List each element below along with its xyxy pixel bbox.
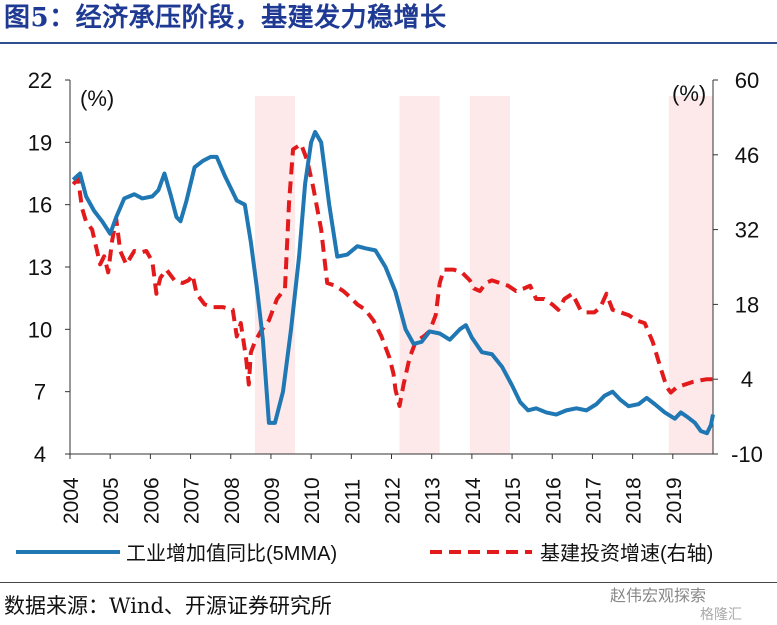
right-tick-label: -10	[731, 442, 763, 467]
left-tick-label: 19	[28, 130, 52, 155]
series-line-infrastructure	[71, 142, 713, 408]
right-tick-label: 18	[735, 292, 759, 317]
x-tick-label: 2010	[301, 477, 324, 524]
series-lines	[71, 129, 715, 436]
x-tick-label: 2009	[261, 477, 284, 524]
x-tick-label: 2004	[60, 477, 83, 524]
left-tick-label: 22	[28, 68, 52, 93]
x-tick-label: 2017	[582, 477, 605, 524]
line-chart: 4 7 10 13 16 19 22 -10 4 18 32 46 60 2004 2005 2006 2007…	[16, 68, 763, 565]
watermark-sub: 格隆汇	[700, 607, 742, 623]
left-tick-label: 13	[28, 255, 52, 280]
shaded-period-3	[668, 96, 713, 454]
legend-label-infrastructure: 基建投资增速(右轴)	[540, 542, 713, 565]
x-tick-label: 2006	[140, 477, 163, 524]
shaded-period-1	[399, 96, 440, 454]
x-tick-label: 2019	[663, 477, 686, 524]
shaded-periods	[254, 96, 713, 454]
right-tick-label: 60	[735, 68, 759, 93]
left-unit-label: (%)	[80, 86, 114, 111]
left-tick-label: 10	[28, 317, 52, 342]
x-tick-label: 2011	[341, 479, 364, 524]
legend-label-industrial: 工业增加值同比(5MMA)	[126, 542, 337, 565]
right-tick-label: 46	[735, 143, 759, 168]
shaded-period-0	[254, 96, 296, 454]
x-tick-label: 2018	[623, 477, 646, 524]
left-tick-label: 16	[28, 193, 52, 218]
series-line-industrial	[71, 129, 715, 436]
x-tick-label: 2012	[382, 477, 405, 524]
x-tick-label: 2016	[542, 477, 565, 524]
chart-title: 图5：经济承压阶段，基建发力稳增长	[4, 3, 447, 33]
x-tick-label: 2008	[221, 477, 244, 524]
x-tick-label: 2013	[422, 477, 445, 524]
right-unit-label: (%)	[672, 81, 706, 106]
right-tick-label: 4	[741, 367, 753, 392]
left-tick-label: 7	[34, 380, 46, 405]
right-tick-label: 32	[735, 218, 759, 243]
axes: 4 7 10 13 16 19 22 -10 4 18 32 46 60 2004 2005 2006 2007…	[28, 68, 763, 524]
legend: 工业增加值同比(5MMA) 基建投资增速(右轴)	[16, 542, 713, 565]
x-tick-label: 2015	[502, 477, 525, 524]
data-source: 数据来源：Wind、开源证券研究所	[4, 594, 332, 618]
left-tick-label: 4	[34, 442, 46, 467]
x-tick-label: 2007	[181, 477, 204, 524]
footer-divider	[0, 582, 777, 583]
shaded-period-2	[469, 96, 511, 454]
watermark: 赵伟宏观探索	[610, 586, 707, 605]
x-tick-label: 2014	[462, 477, 485, 524]
x-tick-label: 2005	[100, 477, 123, 524]
title-divider	[0, 42, 777, 44]
